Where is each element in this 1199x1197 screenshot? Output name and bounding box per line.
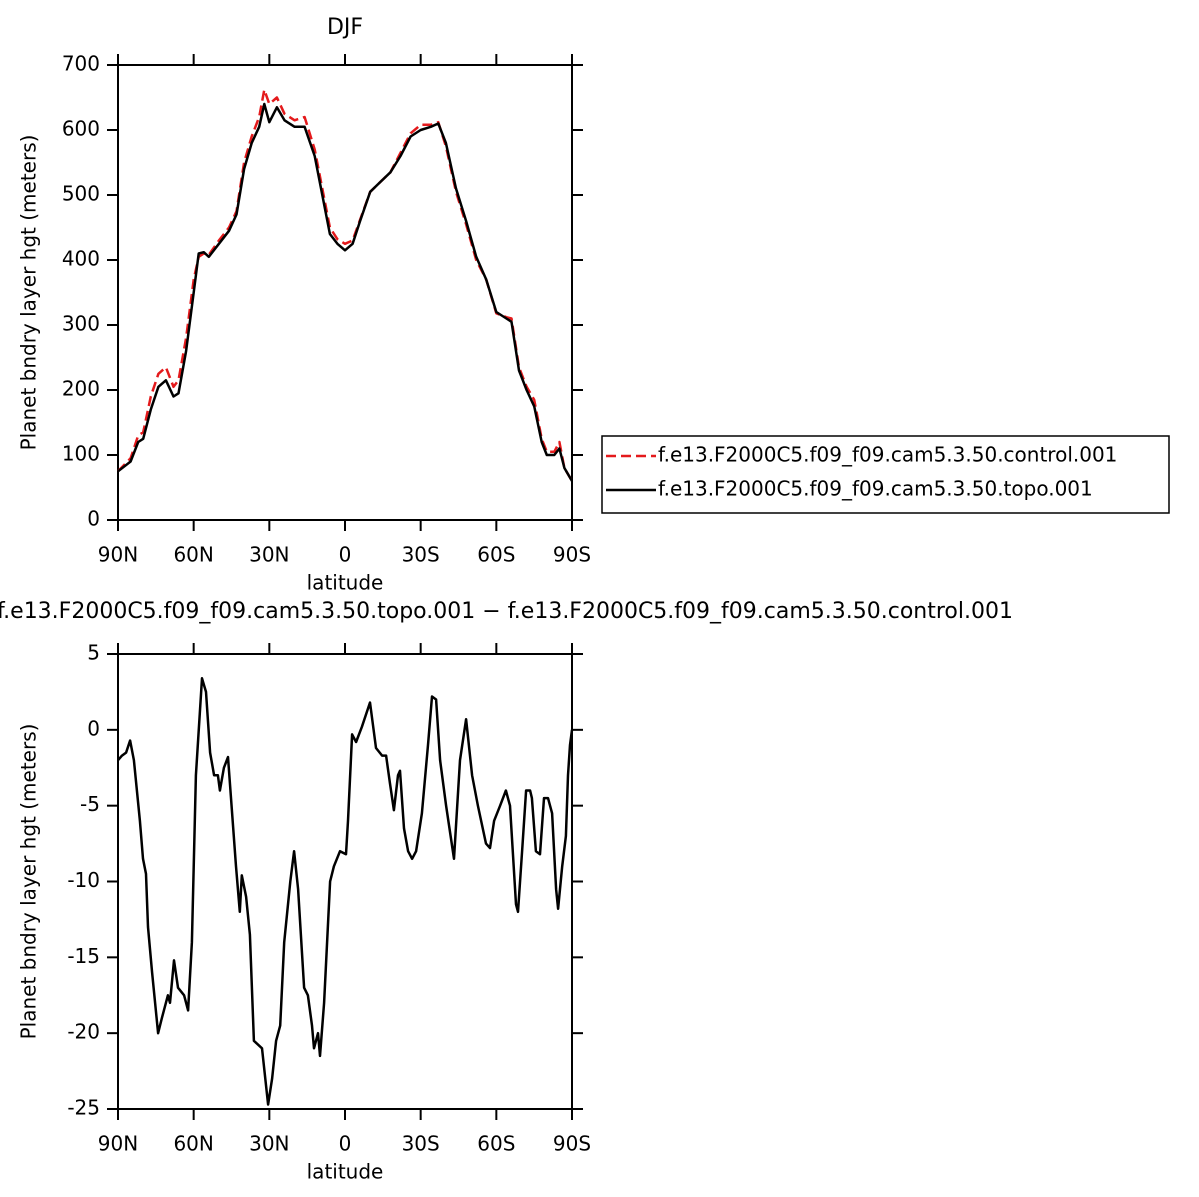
y-tick-label: 200 <box>62 377 100 401</box>
chart-title: f.e13.F2000C5.f09_f09.cam5.3.50.topo.001… <box>0 599 1013 624</box>
y-tick-label: -10 <box>67 868 100 892</box>
x-tick-label: 60S <box>477 543 515 567</box>
x-axis-label: latitude <box>307 571 384 595</box>
y-axis-label: Planet bndry layer hgt (meters) <box>17 724 41 1040</box>
y-tick-label: 100 <box>62 442 100 466</box>
y-tick-label: 700 <box>62 52 100 76</box>
y-tick-label: 500 <box>62 182 100 206</box>
x-tick-label: 30S <box>402 543 440 567</box>
y-tick-label: 0 <box>87 507 100 531</box>
legend-label: f.e13.F2000C5.f09_f09.cam5.3.50.control.… <box>658 443 1117 467</box>
y-tick-label: -20 <box>67 1020 100 1044</box>
plot-frame <box>117 653 573 1110</box>
x-tick-label: 0 <box>339 1132 352 1156</box>
y-tick-label: 400 <box>62 247 100 271</box>
x-tick-label: 30N <box>249 543 289 567</box>
plot-frame <box>117 64 573 521</box>
x-tick-label: 60N <box>173 543 213 567</box>
y-tick-label: 5 <box>87 641 100 665</box>
x-tick-label: 60S <box>477 1132 515 1156</box>
chart-title: DJF <box>327 15 363 40</box>
y-tick-label: 600 <box>62 117 100 141</box>
x-tick-label: 90S <box>553 1132 591 1156</box>
legend-label: f.e13.F2000C5.f09_f09.cam5.3.50.topo.001 <box>658 477 1093 501</box>
x-axis-label: latitude <box>307 1160 384 1184</box>
x-tick-label: 60N <box>173 1132 213 1156</box>
x-tick-label: 0 <box>339 543 352 567</box>
x-tick-label: 30N <box>249 1132 289 1156</box>
x-tick-label: 30S <box>402 1132 440 1156</box>
y-tick-label: -5 <box>80 792 100 816</box>
y-tick-label: 0 <box>87 716 100 740</box>
x-tick-label: 90N <box>98 543 138 567</box>
y-tick-label: -15 <box>67 944 100 968</box>
x-tick-label: 90N <box>98 1132 138 1156</box>
y-tick-label: 300 <box>62 312 100 336</box>
y-axis-label: Planet bndry layer hgt (meters) <box>17 135 41 451</box>
series-line <box>117 102 574 482</box>
series-line <box>117 88 574 482</box>
y-tick-label: -25 <box>67 1096 100 1120</box>
legend-box <box>601 435 1170 514</box>
x-tick-label: 90S <box>553 543 591 567</box>
series-line <box>117 677 574 1106</box>
